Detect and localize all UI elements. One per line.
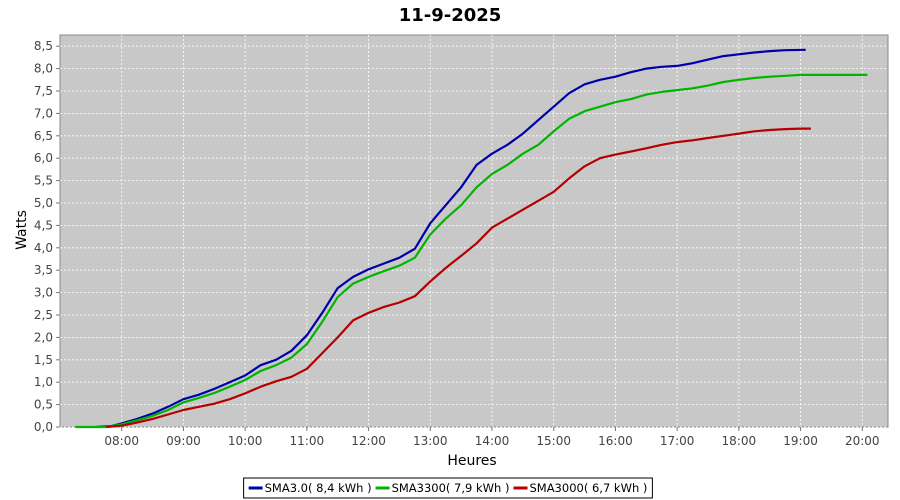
y-tick-label: 7,5 [34, 84, 53, 98]
series-line-0 [95, 48, 806, 429]
chart-title: 11-9-2025 [399, 5, 502, 26]
x-tick-label: 19:00 [783, 434, 818, 448]
x-tick-label: 09:00 [166, 434, 201, 448]
y-tick-label: 4,5 [34, 218, 53, 232]
y-tick-label: 8,0 [34, 62, 53, 76]
legend-item: SMA3000( 6,7 kWh ) [513, 481, 647, 495]
x-axis-label: Heures [447, 453, 496, 469]
series-line-2 [106, 127, 811, 429]
y-tick-label: 2,5 [34, 308, 53, 322]
grid-lines [60, 35, 888, 428]
series-lines [75, 48, 868, 429]
x-tick-label: 17:00 [660, 434, 695, 448]
y-tick-label: 7,0 [34, 106, 53, 120]
y-tick-label: 4,0 [34, 241, 53, 255]
x-tick-label: 15:00 [536, 434, 571, 448]
y-tick-label: 6,5 [34, 129, 53, 143]
x-tick-label: 08:00 [104, 434, 139, 448]
y-tick-label: 5,0 [34, 196, 53, 210]
x-tick-label: 11:00 [290, 434, 325, 448]
series-line-1 [75, 73, 868, 429]
legend: SMA3.0( 8,4 kWh ) SMA3300( 7,9 kWh ) SMA30… [243, 477, 653, 499]
y-tick-label: 6,0 [34, 151, 53, 165]
y-tick-label: 8,5 [34, 39, 53, 53]
y-tick-label: 0,5 [34, 398, 53, 412]
x-tick-label: 10:00 [228, 434, 263, 448]
legend-label: SMA3000( 6,7 kWh ) [529, 481, 647, 495]
y-axis-ticks: 0,0 0,5 1,0 1,5 2,0 2,5 3,0 3,5 4,0 4,5 5,0 5,5 6,0 6… [34, 39, 60, 434]
x-tick-label: 13:00 [413, 434, 448, 448]
x-tick-label: 16:00 [598, 434, 633, 448]
x-axis-ticks: 08:00 09:00 10:00 11:00 12:00 13:00 14:00 15:00… [104, 427, 880, 448]
plot-area [59, 34, 889, 428]
legend-item: SMA3.0( 8,4 kWh ) [248, 481, 372, 495]
x-tick-label: 14:00 [475, 434, 510, 448]
x-tick-label: 20:00 [845, 434, 880, 448]
legend-item: SMA3300( 7,9 kWh ) [375, 481, 510, 495]
y-axis-label: Watts [14, 210, 30, 250]
y-tick-label: 3,5 [34, 263, 53, 277]
x-tick-label: 18:00 [722, 434, 757, 448]
y-tick-label: 1,5 [34, 353, 53, 367]
legend-box [243, 477, 653, 499]
legend-label: SMA3.0( 8,4 kWh ) [265, 481, 372, 495]
y-tick-label: 3,0 [34, 286, 53, 300]
x-tick-label: 12:00 [351, 434, 386, 448]
y-tick-label: 2,0 [34, 330, 53, 344]
y-tick-label: 5,5 [34, 174, 53, 188]
y-tick-label: 1,0 [34, 375, 53, 389]
y-tick-label: 0,0 [34, 420, 53, 434]
legend-label: SMA3300( 7,9 kWh ) [392, 481, 510, 495]
